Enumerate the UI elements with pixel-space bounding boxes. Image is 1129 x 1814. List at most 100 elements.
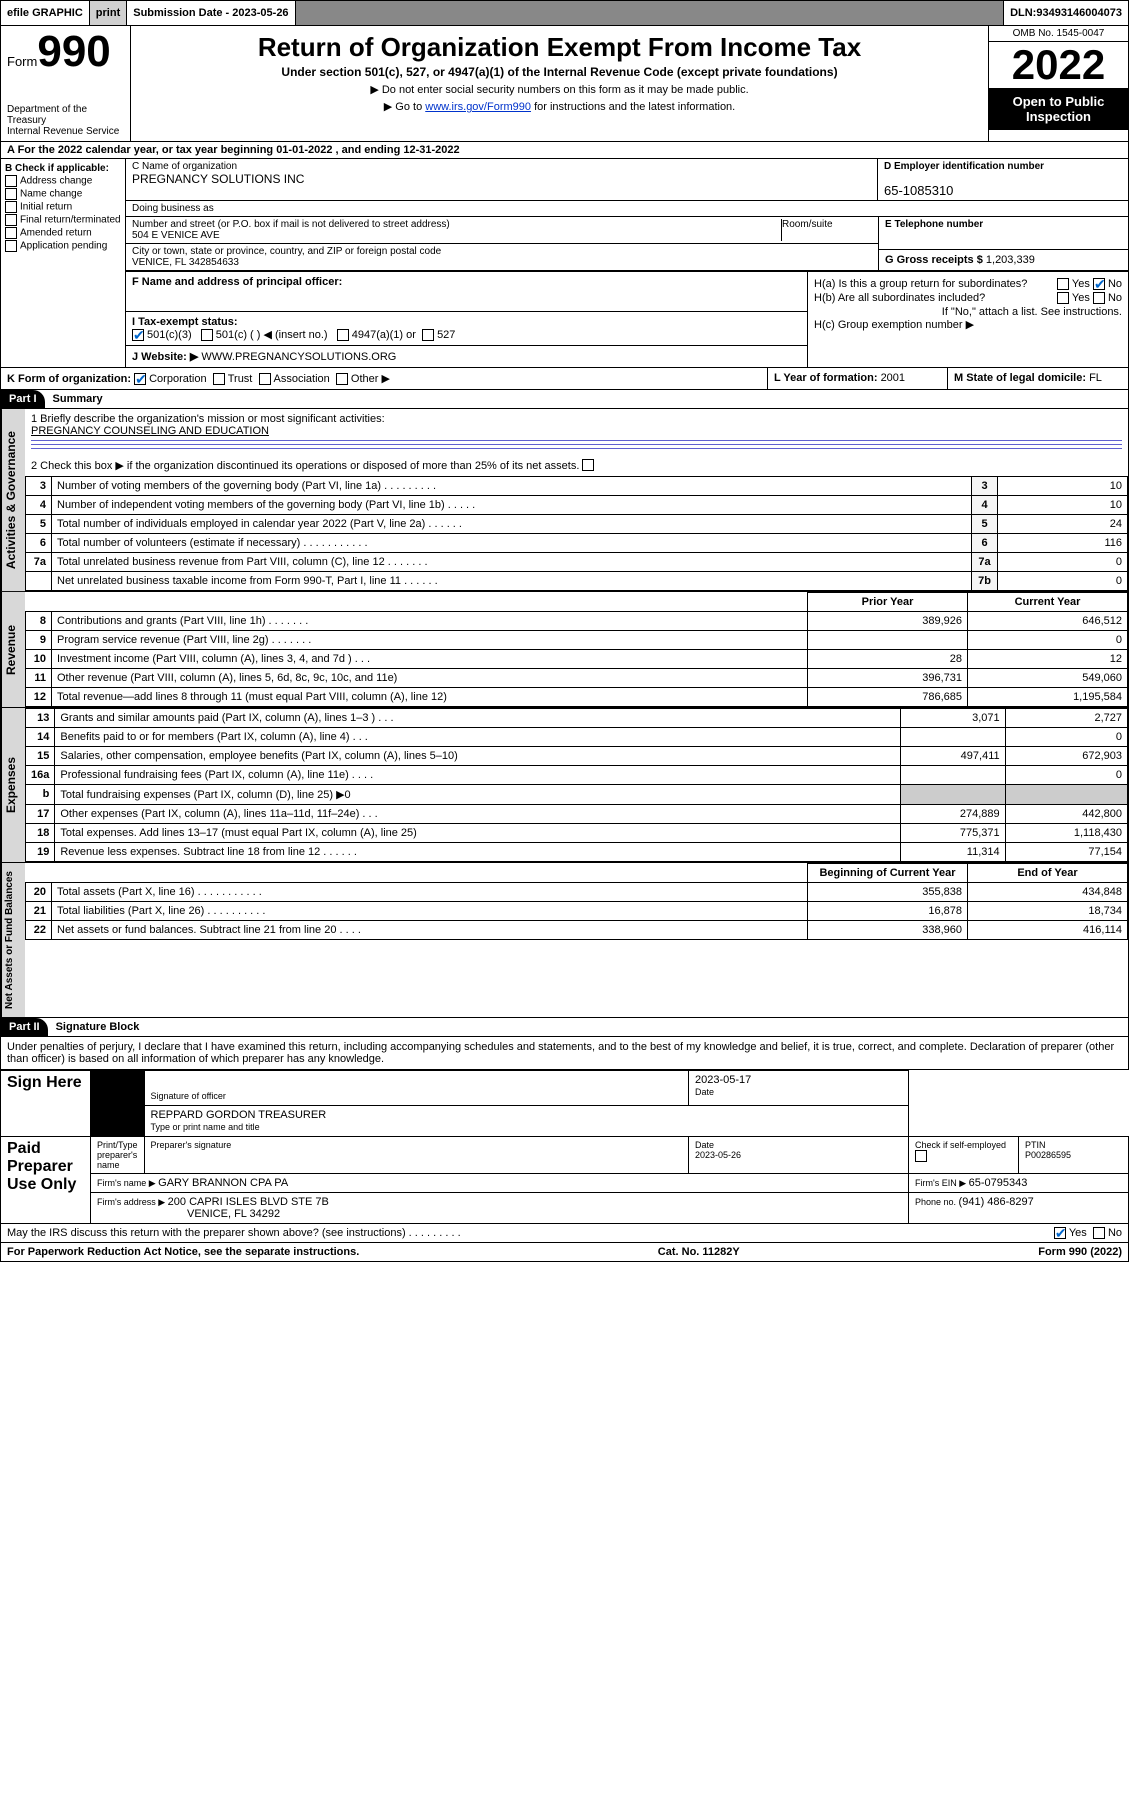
prior-value: 16,878	[808, 902, 968, 921]
summary-netassets: Net Assets or Fund Balances Beginning of…	[0, 863, 1129, 1018]
line-num: 7a	[26, 553, 52, 572]
line-value: 0	[998, 553, 1128, 572]
line-desc: Number of independent voting members of …	[52, 496, 972, 515]
prior-value: 338,960	[808, 921, 968, 940]
line-desc: Total revenue—add lines 8 through 11 (mu…	[52, 688, 808, 707]
line-num: 18	[26, 824, 55, 843]
website: J Website: ▶ WWW.PREGNANCYSOLUTIONS.ORG	[126, 346, 807, 367]
form-title-box: Return of Organization Exempt From Incom…	[131, 26, 988, 141]
line-num: 3	[26, 477, 52, 496]
street-address: 504 E VENICE AVE	[132, 230, 220, 241]
year-box: OMB No. 1545-0047 2022 Open to Public In…	[988, 26, 1128, 141]
line-num: 22	[26, 921, 52, 940]
prior-value: 389,926	[808, 612, 968, 631]
line-num: 11	[26, 669, 52, 688]
prior-value: 28	[808, 650, 968, 669]
prior-value: 355,838	[808, 883, 968, 902]
line-desc: Total assets (Part X, line 16) . . . . .…	[52, 883, 808, 902]
vtab-expenses: Expenses	[1, 708, 25, 862]
line-desc: Grants and similar amounts paid (Part IX…	[55, 709, 900, 728]
prior-value: 775,371	[900, 824, 1005, 843]
efile-label: efile GRAPHIC	[1, 1, 90, 25]
submission-date: Submission Date - 2023-05-26	[127, 1, 295, 25]
line-desc: Total liabilities (Part X, line 26) . . …	[52, 902, 808, 921]
tax-exempt-status: I Tax-exempt status: 501(c)(3) 501(c) ( …	[126, 312, 807, 346]
current-value: 77,154	[1005, 843, 1127, 862]
line-num	[26, 572, 52, 591]
line-num: 4	[26, 496, 52, 515]
form990-link[interactable]: www.irs.gov/Form990	[425, 101, 531, 113]
prior-value	[900, 766, 1005, 785]
form-org-row: K Form of organization: Corporation Trus…	[0, 368, 1129, 390]
line-desc: Total expenses. Add lines 13–17 (must eq…	[55, 824, 900, 843]
line-num: b	[26, 785, 55, 805]
perjury-statement: Under penalties of perjury, I declare th…	[0, 1037, 1129, 1070]
col-prior: Beginning of Current Year	[808, 864, 968, 883]
line-box: 4	[972, 496, 998, 515]
print-button[interactable]: print	[90, 1, 127, 25]
line-desc: Professional fundraising fees (Part IX, …	[55, 766, 900, 785]
check-applicable: B Check if applicable: Address change Na…	[1, 159, 126, 367]
line-box: 3	[972, 477, 998, 496]
line-num: 20	[26, 883, 52, 902]
line-num: 21	[26, 902, 52, 921]
line-desc: Net assets or fund balances. Subtract li…	[52, 921, 808, 940]
line-desc: Total unrelated business revenue from Pa…	[52, 553, 972, 572]
line-num: 9	[26, 631, 52, 650]
line-desc: Contributions and grants (Part VIII, lin…	[52, 612, 808, 631]
current-value: 549,060	[968, 669, 1128, 688]
col-current: End of Year	[968, 864, 1128, 883]
part2-header: Part IISignature Block	[0, 1018, 1129, 1037]
current-value: 1,118,430	[1005, 824, 1127, 843]
tax-year-line: A For the 2022 calendar year, or tax yea…	[0, 142, 1129, 159]
principal-officer: F Name and address of principal officer:	[126, 272, 807, 312]
toolbar-spacer	[296, 1, 1005, 25]
col-prior: Prior Year	[808, 593, 968, 612]
line-box: 7a	[972, 553, 998, 572]
summary-governance: Activities & Governance 1 Briefly descri…	[0, 409, 1129, 592]
line-box: 7b	[972, 572, 998, 591]
vtab-revenue: Revenue	[1, 592, 25, 707]
line-desc: Total number of volunteers (estimate if …	[52, 534, 972, 553]
ein-value: 65-1085310	[884, 183, 953, 198]
line-num: 13	[26, 709, 55, 728]
line-num: 19	[26, 843, 55, 862]
line-num: 5	[26, 515, 52, 534]
vtab-netassets: Net Assets or Fund Balances	[1, 863, 25, 1017]
line-num: 10	[26, 650, 52, 669]
form-number-box: Form990 Department of the Treasury Inter…	[1, 26, 131, 141]
summary-expenses: Expenses 13 Grants and similar amounts p…	[0, 708, 1129, 863]
line-value: 0	[998, 572, 1128, 591]
line-num: 14	[26, 728, 55, 747]
signature-table: Sign Here Signature of officer 2023-05-1…	[0, 1070, 1129, 1224]
current-value: 1,195,584	[968, 688, 1128, 707]
line-num: 16a	[26, 766, 55, 785]
may-irs-discuss: May the IRS discuss this return with the…	[0, 1224, 1129, 1243]
line-desc: Benefits paid to or for members (Part IX…	[55, 728, 900, 747]
line-box: 6	[972, 534, 998, 553]
line-desc: Investment income (Part VIII, column (A)…	[52, 650, 808, 669]
line-desc: Total fundraising expenses (Part IX, col…	[55, 785, 900, 805]
current-value: 434,848	[968, 883, 1128, 902]
current-value: 0	[1005, 766, 1127, 785]
line-num: 8	[26, 612, 52, 631]
prior-value: 11,314	[900, 843, 1005, 862]
form-title: Return of Organization Exempt From Incom…	[141, 32, 978, 63]
line-desc: Other expenses (Part IX, column (A), lin…	[55, 805, 900, 824]
city-state-zip: VENICE, FL 342854633	[132, 257, 239, 268]
line-desc: Other revenue (Part VIII, column (A), li…	[52, 669, 808, 688]
mission-text: PREGNANCY COUNSELING AND EDUCATION	[31, 425, 1122, 437]
col-current: Current Year	[968, 593, 1128, 612]
prior-value: 497,411	[900, 747, 1005, 766]
dln: DLN: 93493146004073	[1004, 1, 1128, 25]
page-footer: For Paperwork Reduction Act Notice, see …	[0, 1243, 1129, 1262]
current-value: 2,727	[1005, 709, 1127, 728]
current-value: 18,734	[968, 902, 1128, 921]
line-num: 6	[26, 534, 52, 553]
prior-value: 274,889	[900, 805, 1005, 824]
line-value: 10	[998, 477, 1128, 496]
prior-value: 786,685	[808, 688, 968, 707]
line-value: 10	[998, 496, 1128, 515]
current-value: 672,903	[1005, 747, 1127, 766]
sign-here-label: Sign Here	[1, 1071, 91, 1137]
